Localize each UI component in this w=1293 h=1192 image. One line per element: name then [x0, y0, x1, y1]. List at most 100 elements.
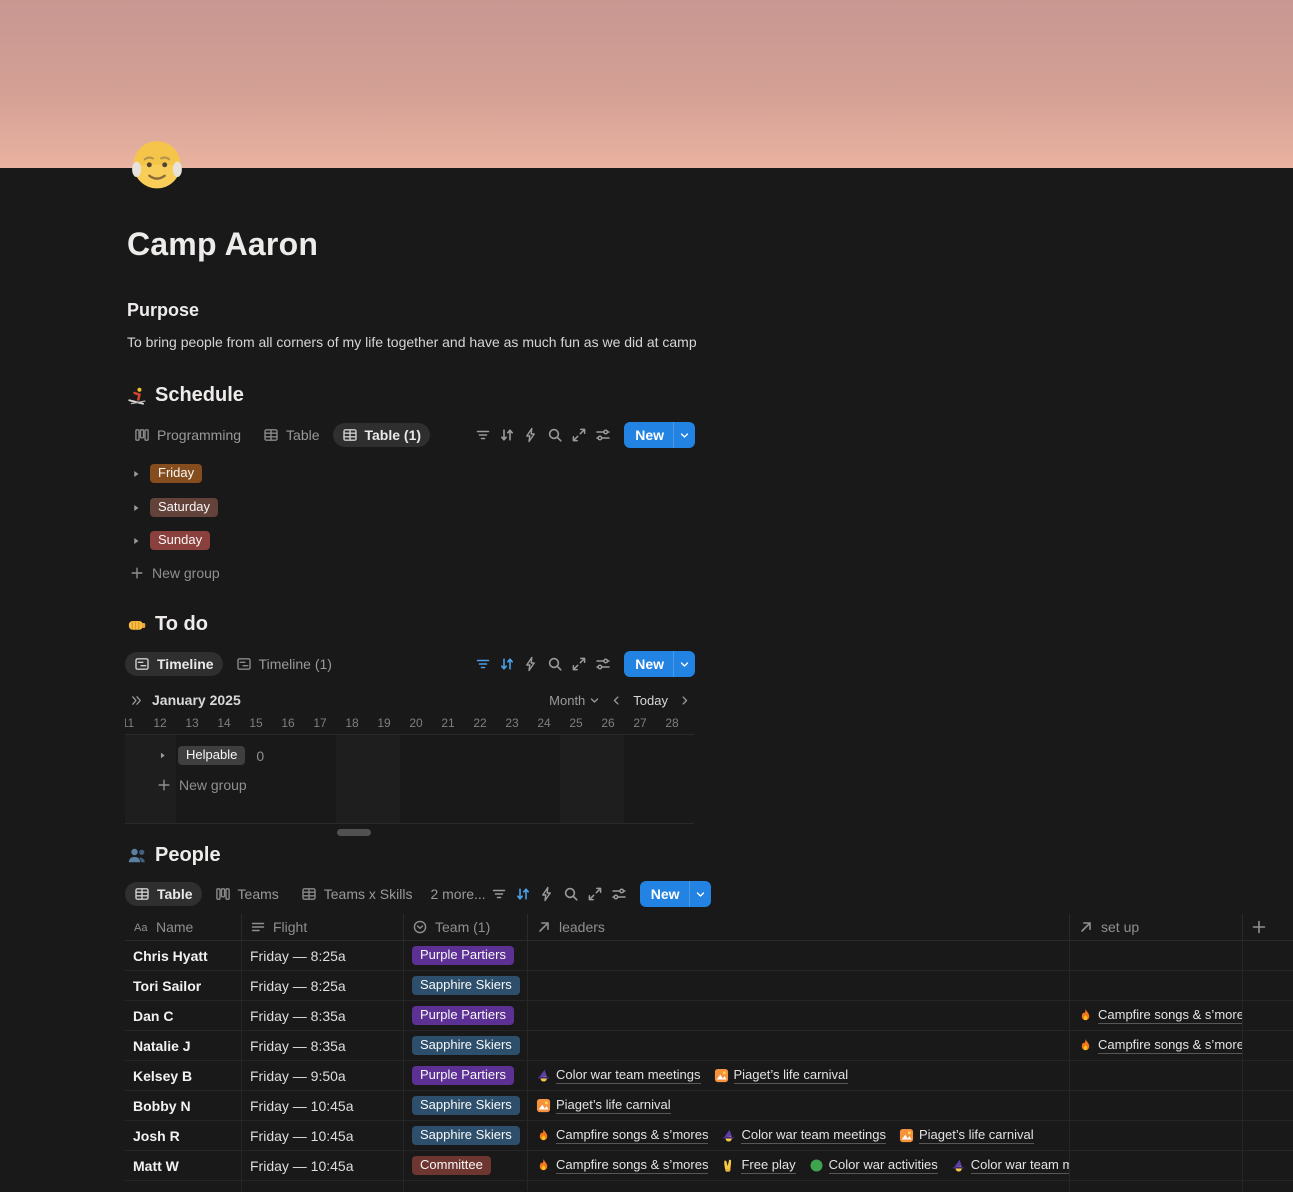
column-header-leaders[interactable]: leaders — [528, 914, 1070, 940]
timeline-group-tag[interactable]: Helpable — [178, 746, 246, 766]
cell-team[interactable]: Purple Partiers — [404, 1001, 528, 1030]
new-button-dropdown[interactable] — [673, 651, 695, 677]
triangle-right-icon[interactable] — [131, 503, 141, 513]
view-tab-timeline[interactable]: Timeline — [125, 652, 223, 676]
team-tag-purple-partiers[interactable]: Purple Partiers — [412, 1005, 514, 1026]
view-tab-table-1[interactable]: Table (1) — [332, 423, 431, 447]
cell-flight[interactable]: Friday — 8:35a — [242, 1031, 404, 1060]
expand-icon[interactable] — [571, 656, 587, 672]
cell-flight[interactable]: Friday — 8:25a — [242, 941, 404, 970]
cell-name[interactable]: Chris Hyatt — [125, 941, 242, 970]
page-link-campfire-songs-s-mores[interactable]: Campfire songs & s’mores — [536, 1157, 709, 1175]
cell-name[interactable]: Natalie J — [125, 1031, 242, 1060]
zap-icon[interactable] — [523, 427, 539, 443]
team-tag-purple-partiers[interactable]: Purple Partiers — [412, 945, 514, 966]
tune-icon[interactable] — [595, 427, 611, 443]
zap-icon[interactable] — [523, 656, 539, 672]
page-link-piaget-s-life-carnival[interactable]: Piaget’s life carnival — [714, 1067, 849, 1085]
team-tag-sapphire-skiers[interactable]: Sapphire Skiers — [412, 1125, 520, 1146]
tune-icon[interactable] — [611, 886, 627, 902]
page-link-piaget-s-life-carnival[interactable]: Piaget’s life carnival — [536, 1097, 671, 1115]
column-header-team-1[interactable]: Team (1) — [404, 914, 528, 940]
page-link-color-war-activities[interactable]: Color war activities — [809, 1157, 938, 1175]
team-tag-sapphire-skiers[interactable]: Sapphire Skiers — [412, 975, 520, 996]
expand-icon[interactable] — [571, 427, 587, 443]
new-button-dropdown[interactable] — [673, 422, 695, 448]
cell-team[interactable]: Sapphire Skiers — [404, 1091, 528, 1120]
cell-team[interactable]: Sapphire Skiers — [404, 1031, 528, 1060]
cell-team[interactable]: Sapphire Skiers — [404, 1121, 528, 1150]
page-link-campfire-songs-s-mores[interactable]: Campfire songs & s’mores — [1078, 1007, 1242, 1025]
cell-flight[interactable]: Friday — 10:45a — [242, 1121, 404, 1150]
group-tag-saturday[interactable]: Saturday — [150, 498, 219, 518]
cell-flight[interactable]: Friday — 8:35a — [242, 1001, 404, 1030]
timeline-new-group-button[interactable]: New group — [157, 777, 247, 793]
double-chevron-right-icon[interactable] — [130, 694, 143, 707]
zap-icon[interactable] — [539, 886, 555, 902]
schedule-new-group-button[interactable]: New group — [130, 565, 220, 581]
cell-flight[interactable]: Friday — 10:45a — [242, 1151, 404, 1180]
cell-name[interactable]: Matt W — [125, 1151, 242, 1180]
triangle-right-icon[interactable] — [131, 536, 141, 546]
cell-team[interactable]: Purple Partiers — [404, 941, 528, 970]
team-tag-sapphire-skiers[interactable]: Sapphire Skiers — [412, 1095, 520, 1116]
cell-name[interactable]: Dan C — [125, 1001, 242, 1030]
filter-icon[interactable] — [491, 886, 507, 902]
search-icon[interactable] — [547, 427, 563, 443]
timeline-group-helpable[interactable]: Helpable 0 — [158, 746, 264, 766]
column-header-flight[interactable]: Flight — [242, 914, 404, 940]
sort-icon[interactable] — [499, 427, 515, 443]
cell-flight[interactable]: Friday — 8:25a — [242, 971, 404, 1000]
view-tab-teams[interactable]: Teams — [206, 882, 288, 906]
column-header-set-up[interactable]: set up — [1070, 914, 1243, 940]
cell-name[interactable]: Tori Sailor — [125, 971, 242, 1000]
new-button[interactable]: New — [624, 422, 695, 448]
old-man-page-icon[interactable] — [128, 134, 186, 192]
tune-icon[interactable] — [595, 656, 611, 672]
cell-name[interactable]: Kelsey B — [125, 1061, 242, 1090]
cell-team[interactable]: Purple Partiers — [404, 1061, 528, 1090]
view-tab-teams-x-skills[interactable]: Teams x Skills — [292, 882, 422, 906]
sort-icon[interactable] — [499, 656, 515, 672]
filter-icon[interactable] — [475, 656, 491, 672]
search-icon[interactable] — [547, 656, 563, 672]
expand-icon[interactable] — [587, 886, 603, 902]
triangle-right-icon[interactable] — [131, 469, 141, 479]
page-link-free-play[interactable]: Free play — [721, 1157, 796, 1175]
cell-flight[interactable]: Friday — 10:45a — [242, 1091, 404, 1120]
group-tag-sunday[interactable]: Sunday — [150, 531, 211, 551]
timeline-zoom-dropdown[interactable]: Month — [549, 693, 600, 708]
cell-team[interactable]: Sapphire Skiers — [404, 971, 528, 1000]
search-icon[interactable] — [563, 886, 579, 902]
new-button-dropdown[interactable] — [688, 881, 711, 907]
group-tag-friday[interactable]: Friday — [150, 464, 203, 484]
view-tab-table[interactable]: Table — [254, 423, 328, 447]
timeline-horizontal-scrollbar[interactable] — [337, 829, 371, 836]
column-header-name[interactable]: Aa Name — [125, 914, 242, 940]
timeline-next-button[interactable] — [679, 695, 690, 706]
page-link-campfire-songs-s-mores[interactable]: Campfire songs & s’mores — [1078, 1037, 1242, 1055]
cell-flight[interactable]: Friday — 9:50a — [242, 1061, 404, 1090]
team-tag-purple-partiers[interactable]: Purple Partiers — [412, 1065, 514, 1086]
timeline-prev-button[interactable] — [611, 695, 622, 706]
page-link-color-war-team-meetings[interactable]: Color war team meetings — [951, 1157, 1069, 1175]
team-tag-committee[interactable]: Committee — [412, 1155, 491, 1176]
plus-icon[interactable] — [1251, 919, 1267, 935]
group-row-sunday[interactable]: Sunday — [131, 531, 211, 551]
sort-icon[interactable] — [515, 886, 531, 902]
cell-name[interactable]: Bobby N — [125, 1091, 242, 1120]
add-column-button[interactable] — [1243, 914, 1293, 940]
group-row-friday[interactable]: Friday — [131, 464, 203, 484]
view-tab-table[interactable]: Table — [125, 882, 202, 906]
group-row-saturday[interactable]: Saturday — [131, 498, 219, 518]
triangle-right-icon[interactable] — [158, 751, 167, 760]
view-tab-timeline-1[interactable]: Timeline (1) — [227, 652, 341, 676]
new-button[interactable]: New — [639, 881, 711, 907]
cell-name[interactable]: Josh R — [125, 1121, 242, 1150]
new-button[interactable]: New — [624, 651, 695, 677]
cell-team[interactable]: Committee — [404, 1151, 528, 1180]
filter-icon[interactable] — [475, 427, 491, 443]
more-views-link[interactable]: 2 more... — [430, 886, 486, 902]
view-tab-programming[interactable]: Programming — [125, 423, 250, 447]
page-link-campfire-songs-s-mores[interactable]: Campfire songs & s’mores — [536, 1127, 709, 1145]
